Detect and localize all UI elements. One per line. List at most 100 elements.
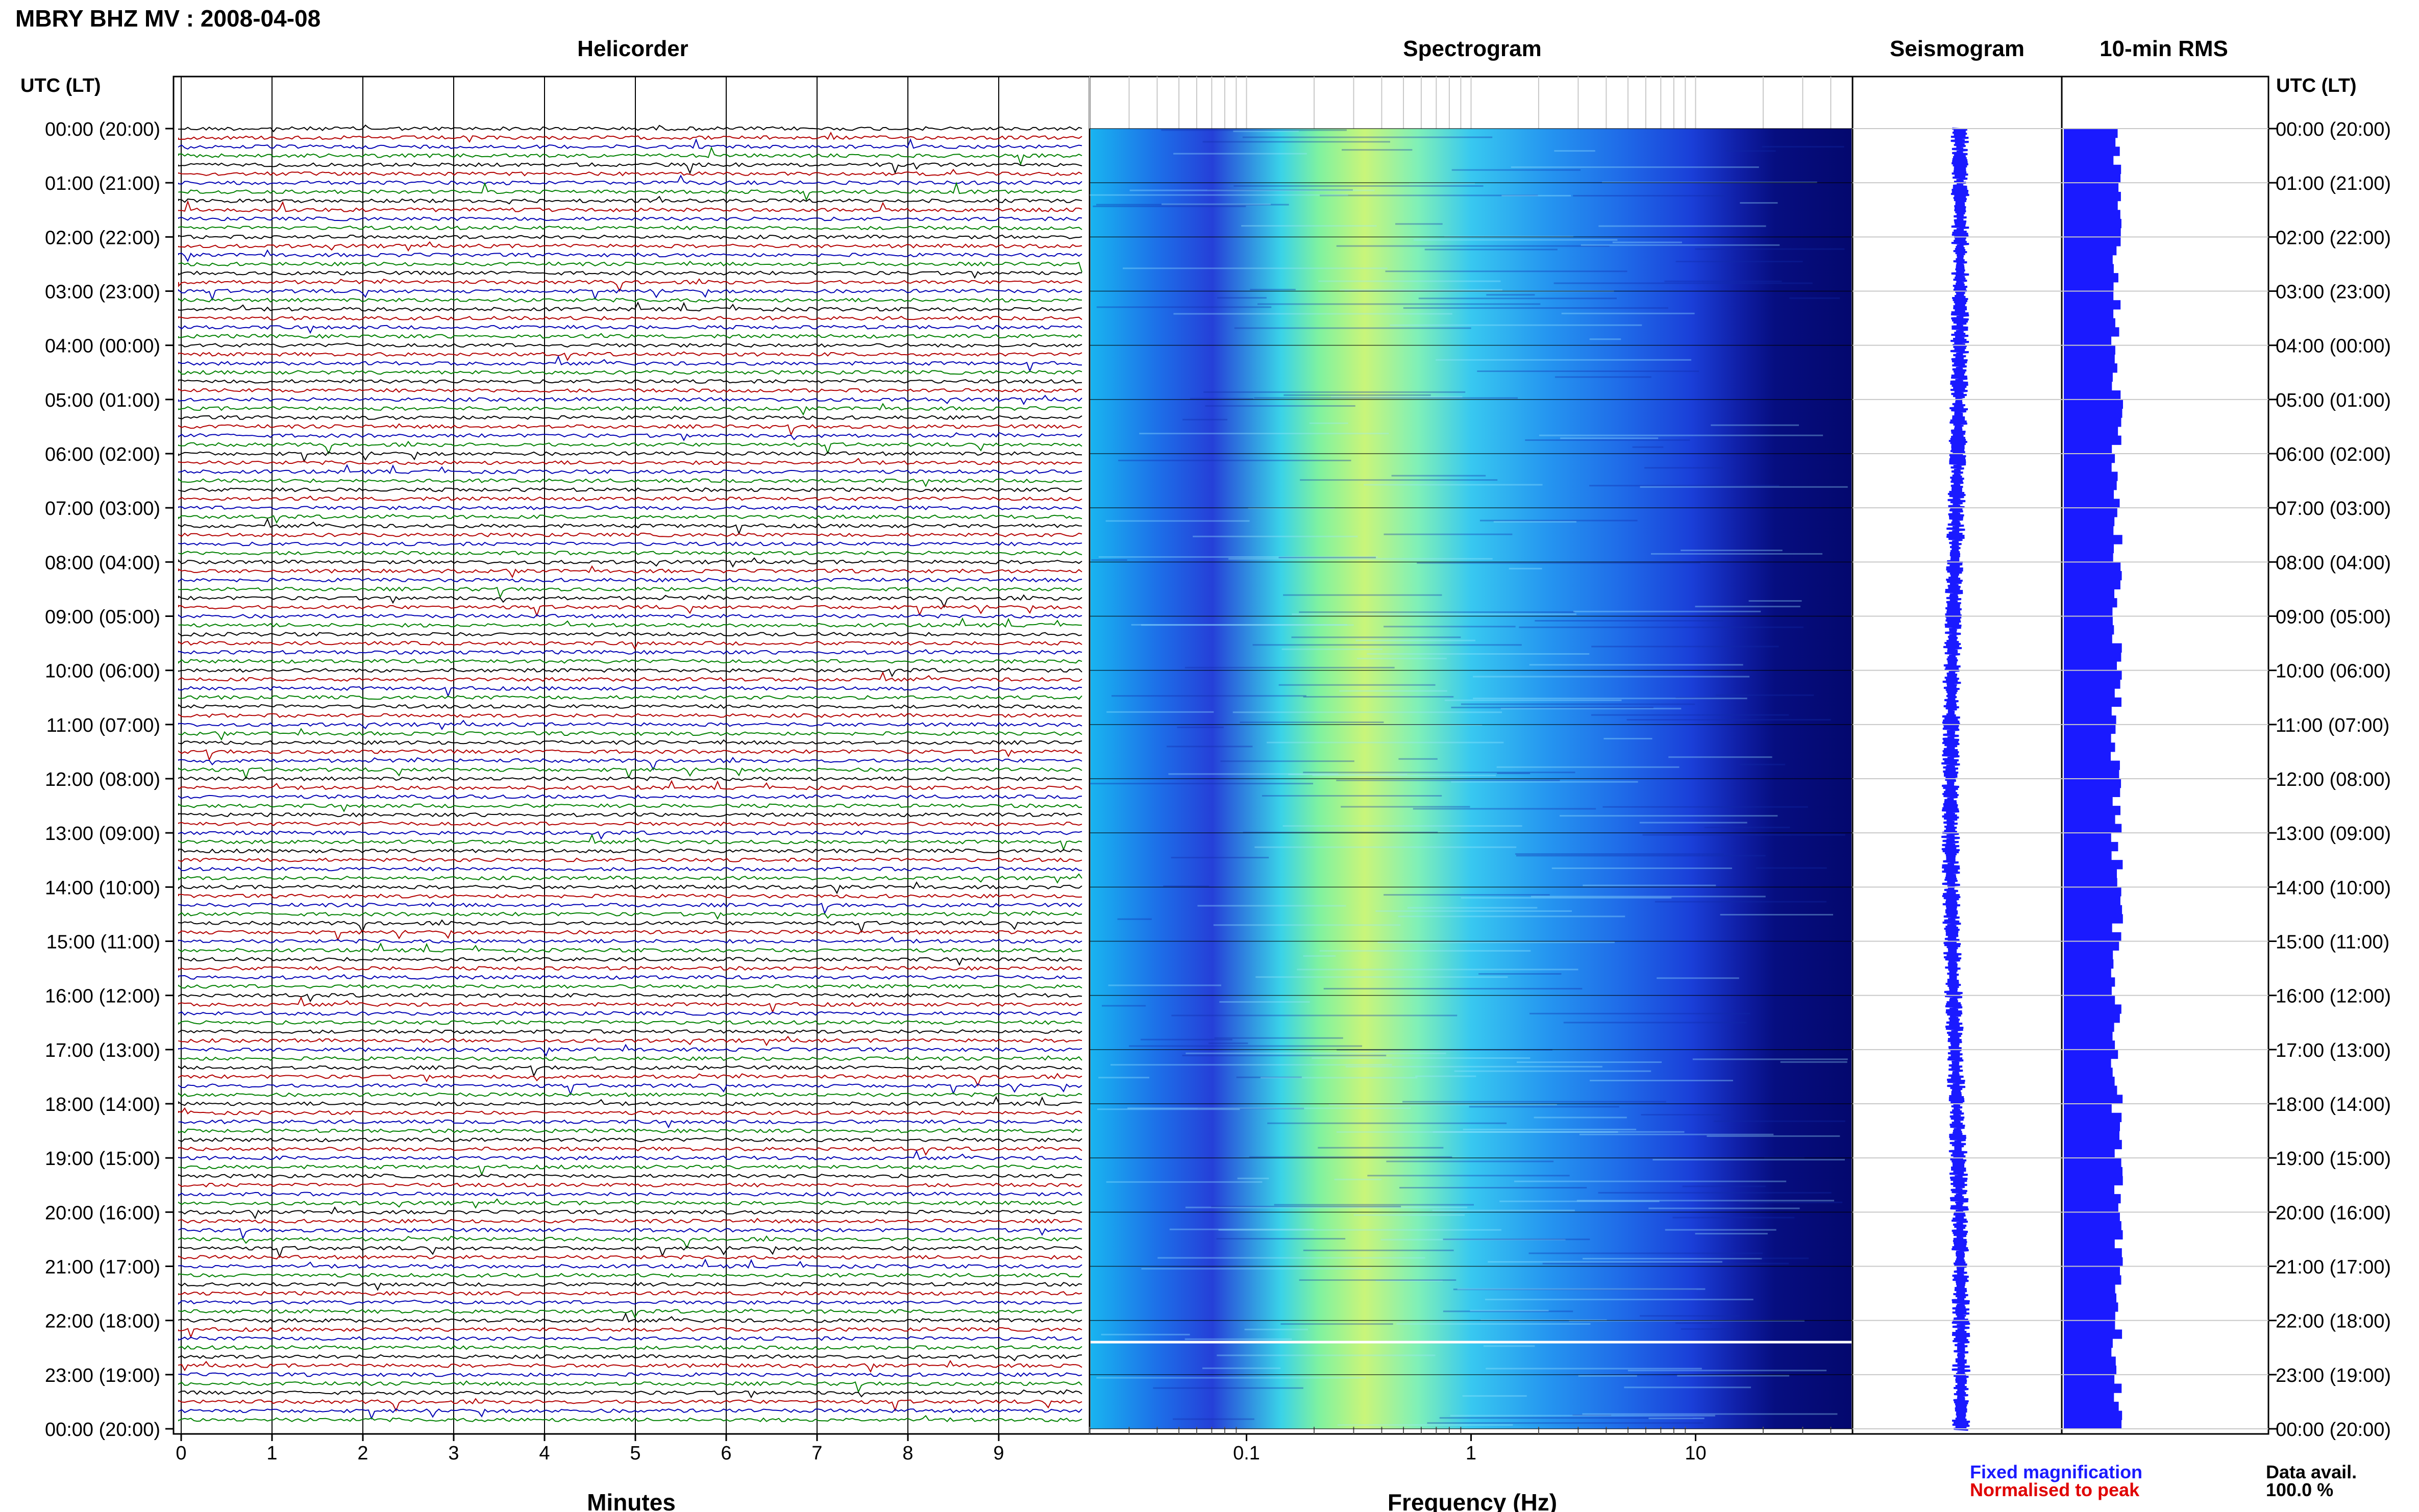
rms-bar (2064, 841, 2118, 852)
helicorder-trace (178, 565, 1082, 579)
rms-bar (2064, 1104, 2112, 1113)
time-label-right: 09:00 (05:00) (2276, 607, 2391, 628)
helicorder-trace (178, 936, 1082, 944)
spectrogram-texture (1433, 1131, 1685, 1133)
spectrogram-texture (1236, 1076, 1302, 1078)
spectrogram-texture (1233, 130, 1299, 132)
spectrogram-texture (1499, 1200, 1660, 1202)
spectrogram-texture (1740, 763, 1786, 765)
rms-bar (2064, 833, 2111, 842)
time-label-right: 15:00 (11:00) (2276, 932, 2389, 953)
helicorder-trace (178, 1218, 1082, 1224)
rms-bar (2064, 1112, 2122, 1122)
spectrogram-texture (1337, 1424, 1513, 1426)
spectrogram-texture (1328, 1104, 1557, 1105)
helicorder-trace (178, 667, 1082, 678)
spectrogram-texture (1477, 370, 1699, 372)
time-label-right: 19:00 (15:00) (2276, 1148, 2391, 1170)
spectrogram-texture (1483, 1345, 1535, 1347)
helicorder-trace (178, 225, 1082, 231)
spectrogram-texture (1409, 182, 1475, 184)
rms-bar (2064, 869, 2117, 879)
helicorder-trace (178, 1150, 1082, 1160)
helicorder-xtick-label: 4 (539, 1443, 550, 1464)
rms-bar (2064, 932, 2121, 942)
time-label-right: 06:00 (02:00) (2276, 444, 2391, 465)
spectrogram-texture (1692, 1058, 1848, 1060)
time-label-left: 22:00 (18:00) (45, 1311, 160, 1332)
time-label-right: 07:00 (03:00) (2276, 498, 2391, 519)
spectrogram-texture (1233, 185, 1484, 187)
rms-bar (2064, 1383, 2122, 1393)
spectrogram-texture (1632, 446, 1664, 448)
helicorder-trace (178, 632, 1082, 637)
time-label-right: 04:00 (00:00) (2276, 336, 2391, 357)
spectrogram-texture (1542, 1262, 1789, 1265)
helicorder-trace (178, 174, 1082, 186)
spectrogram-texture (1443, 1238, 1590, 1241)
spectrogram-texture (1291, 636, 1461, 638)
helicorder-trace (178, 298, 1082, 303)
spectrogram-texture (1451, 781, 1638, 783)
spectrogram-xtick-label: 10 (1685, 1443, 1706, 1464)
rms-bar (2064, 1401, 2119, 1411)
spectrogram-texture (1644, 467, 1723, 469)
helicorder-trace (178, 866, 1082, 872)
helicorder-panel: 0 1 2 3 4 5 6 7 8 9 (172, 76, 1091, 1464)
helicorder-trace (178, 478, 1082, 488)
spectrogram-texture (1173, 153, 1307, 155)
spectrogram-texture (1648, 1207, 1800, 1209)
time-label-right: 22:00 (18:00) (2276, 1311, 2391, 1332)
spectrogram-texture (1240, 721, 1384, 723)
helicorder-trace (178, 288, 1082, 302)
helicorder-xtick-label: 5 (630, 1443, 640, 1464)
helicorder-trace (178, 1192, 1082, 1197)
helicorder-trace (178, 1173, 1082, 1179)
spectrogram-texture (1612, 241, 1682, 243)
rms-bar (2064, 372, 2113, 382)
spectrogram-texture (1413, 808, 1596, 810)
helicorder-trace (178, 1273, 1082, 1278)
spectrogram-texture (1355, 639, 1475, 641)
spectrogram-texture (1589, 485, 1780, 487)
spectrogram-texture (1105, 520, 1250, 522)
rms-bar (2064, 797, 2113, 806)
spectrogram-texture (1297, 969, 1578, 971)
helicorder-trace (178, 833, 1082, 851)
helicorder-trace (178, 260, 1082, 272)
rms-bar (2064, 1221, 2121, 1231)
helicorder-trace (178, 1092, 1082, 1098)
spectrogram-texture (1501, 195, 1571, 196)
spectrogram-panel: 0.1 1 10 (1089, 76, 1854, 1464)
rms-bar (2064, 1095, 2123, 1104)
spectrogram-texture (1657, 977, 1739, 979)
helicorder-trace (178, 131, 1082, 143)
helicorder-trace (178, 1336, 1082, 1341)
spectrogram-texture (1257, 303, 1541, 305)
rms-bar (2064, 191, 2121, 202)
spectrogram-texture (1320, 194, 1538, 196)
helicorder-trace (178, 505, 1082, 511)
spectrogram-texture (1254, 846, 1517, 848)
rms-bar (2064, 381, 2112, 391)
time-label-left: 08:00 (04:00) (45, 552, 160, 574)
spectrogram-texture (1203, 391, 1466, 393)
spectrogram-texture (1282, 825, 1522, 827)
spectrogram-texture (1384, 626, 1516, 628)
spectrogram-texture (1496, 766, 1680, 768)
spectrogram-texture (1511, 166, 1759, 168)
helicorder-trace (178, 1035, 1082, 1047)
spectrogram-texture (1473, 676, 1750, 678)
helicorder-trace (178, 830, 1082, 840)
spectrogram-texture (1127, 1107, 1411, 1109)
helicorder-trace (178, 162, 1082, 175)
rms-bar (2064, 1131, 2119, 1141)
spectrogram-texture (1402, 1101, 1666, 1103)
spectrogram-texture (1535, 620, 1723, 622)
helicorder-trace (178, 942, 1082, 953)
rms-bar (2064, 426, 2118, 436)
rms-bar (2064, 1085, 2117, 1095)
spectrogram-texture (1591, 646, 1779, 648)
spectrogram-texture (1582, 1413, 1838, 1415)
time-label-right: 12:00 (08:00) (2276, 769, 2391, 790)
